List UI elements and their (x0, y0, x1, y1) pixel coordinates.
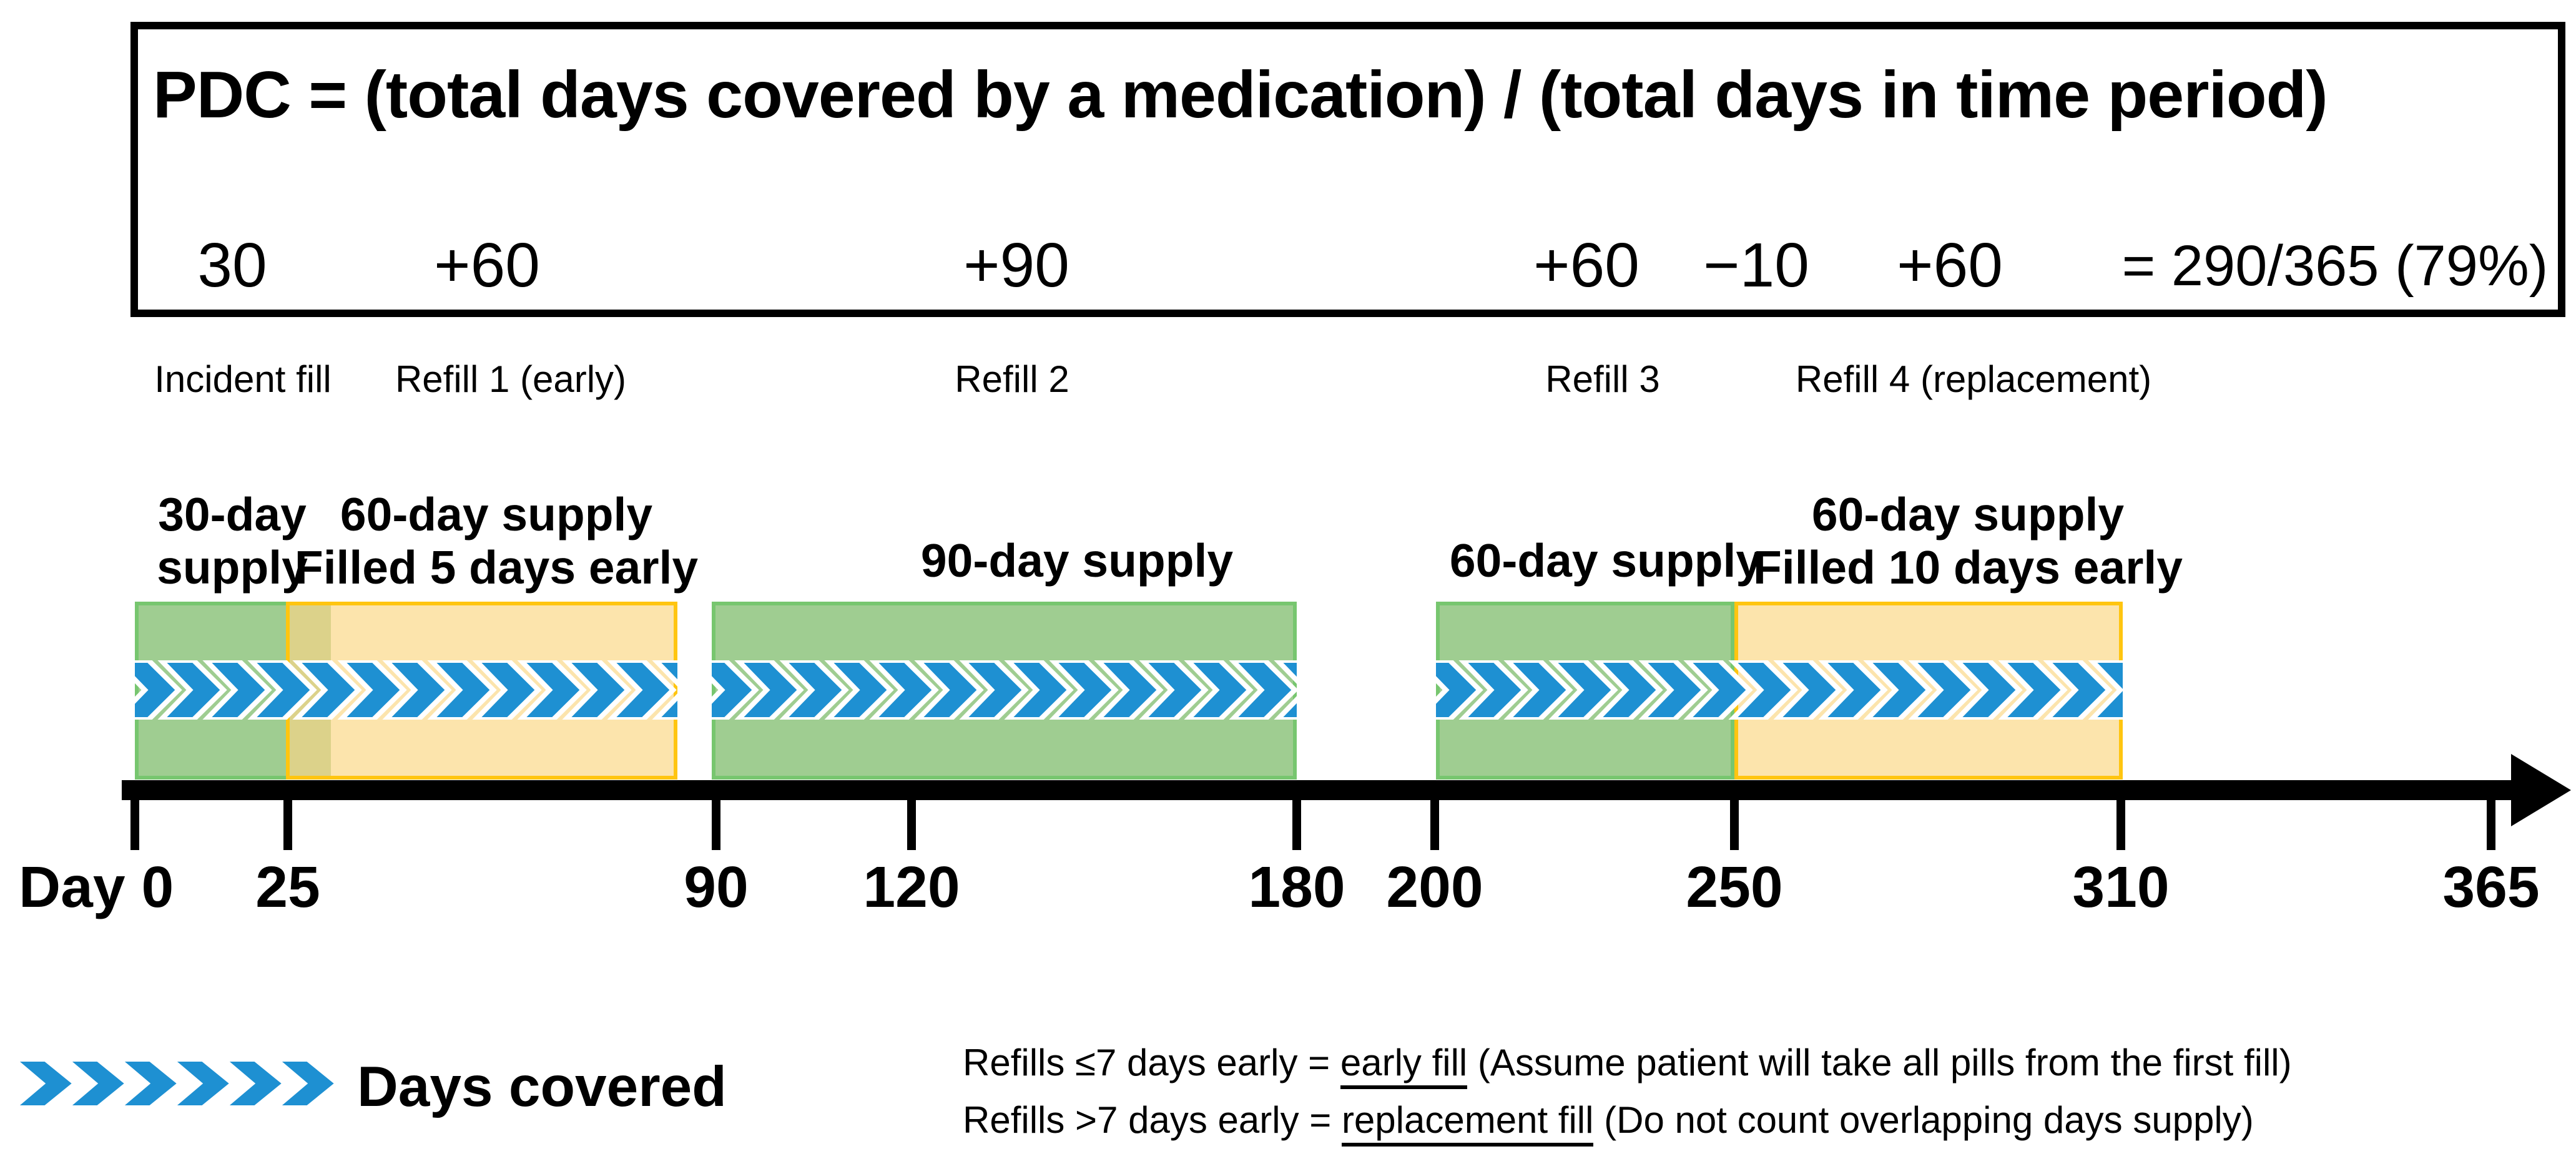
bar-label-90-day-supply: 90-day supply (920, 534, 1234, 587)
axis-tick-day-200 (1430, 780, 1439, 850)
axis-tick-label: 180 (1248, 854, 1345, 919)
axis-tick-day-0 (130, 780, 139, 850)
axis-tick-day-25 (283, 780, 292, 850)
axis-tick-label: 250 (1686, 854, 1783, 919)
axis-tick-day-365 (2487, 780, 2495, 850)
axis-tick-label: 90 (684, 854, 749, 919)
bar-label-60-day-early-10: 60-day supply Filled 10 days early (1753, 488, 2183, 594)
term-refill-1: +60 (434, 230, 540, 300)
axis-tick-label: 200 (1386, 854, 1483, 919)
days-covered-chevrons-icon (712, 660, 1297, 720)
axis-tick-label: Day 0 (19, 854, 174, 919)
axis-tick-day-90 (712, 780, 720, 850)
days-covered-chevrons-icon (135, 660, 677, 720)
term-refill-2: +90 (963, 230, 1069, 300)
fill-label-refill-4: Refill 4 (replacement) (1795, 358, 2152, 400)
fill-label-refill-2: Refill 2 (955, 358, 1069, 400)
timeline-axis (122, 780, 2516, 800)
formula-text: PDC = (total days covered by a medicatio… (153, 58, 2328, 132)
legend-note-replacement-fill: Refills >7 days early = replacement fill… (963, 1098, 2254, 1147)
bar-label-30-day-supply: 30-day supply (157, 488, 308, 594)
term-result: = 290/365 (79%) (2121, 234, 2549, 298)
formula-box (130, 22, 2565, 317)
legend-note-early-fill: Refills ≤7 days early = early fill (Assu… (963, 1041, 2292, 1089)
axis-tick-day-250 (1730, 780, 1739, 850)
axis-tick-day-120 (907, 780, 916, 850)
bar-label-60-day-early-5: 60-day supply Filled 5 days early (294, 488, 699, 594)
axis-tick-label: 310 (2072, 854, 2170, 919)
axis-arrowhead-icon (2511, 754, 2571, 826)
legend-days-covered-label: Days covered (357, 1055, 727, 1118)
axis-tick-label: 25 (255, 854, 320, 919)
legend-days-covered-chevrons-icon (13, 1059, 338, 1108)
axis-tick-day-310 (2116, 780, 2125, 850)
term-refill-4: +60 (1897, 230, 2003, 300)
term-incident-fill: 30 (197, 230, 267, 300)
term-refill-3: +60 (1533, 230, 1639, 300)
days-covered-chevrons-icon (1436, 660, 2123, 720)
axis-tick-label: 120 (863, 854, 960, 919)
early-fill-term: early fill (1340, 1042, 1468, 1089)
fill-label-incident: Incident fill (154, 358, 332, 400)
bar-label-60-day-supply: 60-day supply (1449, 534, 1762, 587)
fill-label-refill-3: Refill 3 (1545, 358, 1660, 400)
axis-tick-day-180 (1292, 780, 1301, 850)
replacement-fill-term: replacement fill (1341, 1099, 1594, 1147)
fill-label-refill-1: Refill 1 (early) (395, 358, 627, 400)
axis-tick-label: 365 (2442, 854, 2540, 919)
term-overlap-minus: −10 (1703, 230, 1809, 300)
